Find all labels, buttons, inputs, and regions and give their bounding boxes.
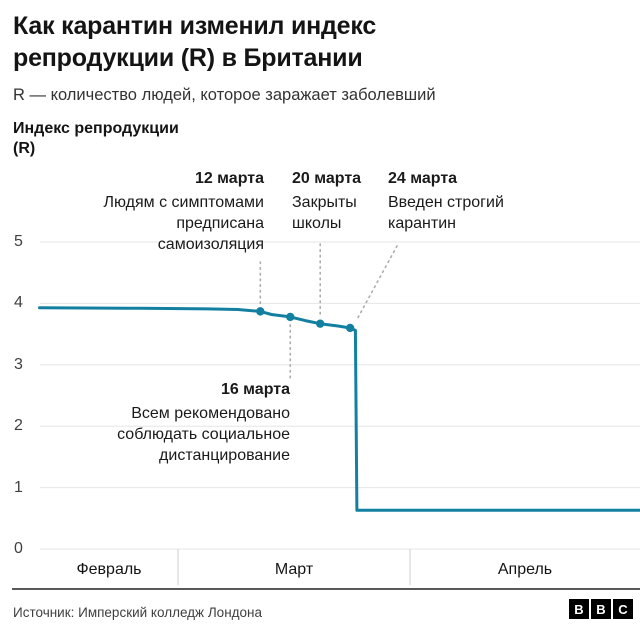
bbc-logo: B B C (569, 599, 633, 619)
y-tick-label: 5 (14, 233, 23, 250)
month-label-february: Февраль (76, 561, 142, 578)
annotation-text: Всем рекомендовано соблюдать социальное … (117, 405, 290, 465)
annotation-march-16: 16 марта Всем рекомендовано соблюдать со… (117, 379, 290, 466)
annotation-text: Введен строгий карантин (388, 194, 504, 233)
y-axis-title: Индекс репродукции (R) (13, 120, 179, 157)
logo-letter-b: B (591, 599, 611, 619)
y-tick-label: 0 (14, 540, 23, 557)
chart-svg (12, 241, 640, 590)
page-title: Как карантин изменил индекс репродукции … (13, 12, 377, 72)
annotation-march-24: 24 марта Введен строгий карантин (388, 168, 504, 234)
month-label-march: Март (274, 561, 314, 578)
annotation-march-20: 20 марта Закрыты школы (292, 168, 361, 234)
y-tick-label: 3 (14, 356, 23, 373)
annotation-text: Закрыты школы (292, 194, 357, 233)
chart-area: 5 4 3 2 1 0 Февраль Март Апрель 12 марта… (0, 155, 640, 600)
annotation-march-12: 12 марта Людям с симптомами предписана с… (103, 168, 264, 255)
y-tick-label: 4 (14, 294, 23, 311)
logo-letter-b: B (569, 599, 589, 619)
y-tick-label: 1 (14, 479, 23, 496)
source-text: Источник: Имперский колледж Лондона (13, 605, 262, 620)
annotation-date: 24 марта (388, 170, 458, 187)
y-tick-label: 2 (14, 417, 23, 434)
annotation-date: 12 марта (194, 170, 264, 187)
annotation-date: 20 марта (292, 170, 362, 187)
month-label-april: Апрель (497, 561, 553, 578)
logo-letter-c: C (613, 599, 633, 619)
annotation-text: Людям с симптомами предписана самоизоляц… (103, 194, 264, 254)
annotation-date: 16 марта (220, 381, 290, 398)
chart-subtitle: R — количество людей, которое заражает з… (13, 86, 436, 104)
